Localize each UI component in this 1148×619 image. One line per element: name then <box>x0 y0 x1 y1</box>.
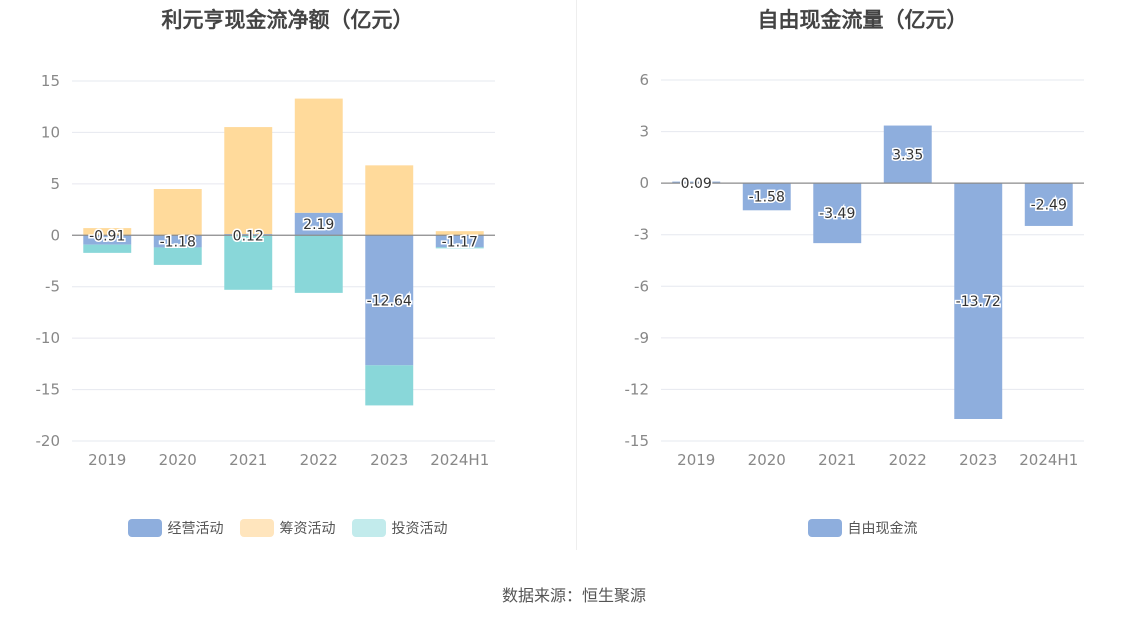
legend-label: 筹资活动 <box>279 521 336 537</box>
y-tick-label: 3 <box>639 123 649 141</box>
legend-label: 经营活动 <box>167 521 224 537</box>
bar-投资活动-2024H1 <box>435 247 484 249</box>
chart-title: 自由现金流量（亿元） <box>757 8 968 32</box>
legend-item[interactable]: 自由现金流 <box>807 518 918 538</box>
legend-swatch <box>239 519 274 537</box>
y-tick-label: -12 <box>625 380 650 398</box>
y-tick-label: 6 <box>639 71 649 89</box>
legend-swatch <box>127 519 162 537</box>
x-tick-label: 2022 <box>889 451 927 469</box>
bar-自由现金流-2021 <box>813 183 862 244</box>
y-tick-label: -15 <box>36 381 61 399</box>
data-source: 数据来源：恒生聚源 <box>501 586 646 605</box>
y-tick-label: -9 <box>634 329 649 347</box>
bar-筹资活动-2020 <box>153 189 202 236</box>
data-label: -2.49 <box>1031 198 1067 214</box>
data-label: -13.72 <box>956 294 1001 310</box>
bar-经营活动-2024H1 <box>435 235 484 248</box>
data-label: 0.09 <box>681 176 712 192</box>
bar-投资活动-2020 <box>153 247 202 265</box>
y-tick-label: 0 <box>50 226 60 244</box>
bar-自由现金流-2024H1 <box>1024 183 1073 226</box>
bar-自由现金流-2023 <box>954 183 1003 419</box>
bar-投资活动-2023 <box>365 365 414 406</box>
x-tick-label: 2021 <box>229 451 267 469</box>
chart-title: 利元亨现金流净额（亿元） <box>161 8 414 32</box>
free-cashflow-chart: 自由现金流量（亿元） 6 3 0 -3 -6 -9 -12 -15 2019 2020 2021 20… <box>577 0 1148 560</box>
bar-经营活动-2019 <box>83 235 132 245</box>
y-tick-label: 5 <box>50 175 60 193</box>
data-label: -0.91 <box>89 228 125 244</box>
bar-自由现金流-2019 <box>672 181 721 184</box>
data-label: -12.64 <box>367 293 412 309</box>
bar-投资活动-2021 <box>224 235 273 290</box>
bar-经营活动-2020 <box>153 235 202 248</box>
data-label: -3.49 <box>819 206 855 222</box>
data-label: 3.35 <box>892 147 923 163</box>
legend-item[interactable]: 投资活动 <box>351 518 448 538</box>
x-tick-label: 2024H1 <box>1019 451 1078 469</box>
y-tick-label: -5 <box>45 278 60 296</box>
x-tick-label: 2019 <box>677 451 715 469</box>
bar-投资活动-2019 <box>83 244 132 253</box>
x-tick-label: 2023 <box>370 451 408 469</box>
y-tick-label: 10 <box>41 123 60 141</box>
bar-经营活动-2022 <box>294 212 343 236</box>
legend: 经营活动 筹资活动 投资活动 <box>0 518 575 538</box>
y-tick-label: -3 <box>634 226 649 244</box>
bar-筹资活动-2024H1 <box>435 231 484 236</box>
data-label: -1.17 <box>442 234 478 250</box>
y-tick-label: -6 <box>634 277 649 295</box>
legend-swatch <box>351 519 386 537</box>
bar-筹资活动-2023 <box>365 165 414 236</box>
y-tick-label: 15 <box>41 72 60 90</box>
y-tick-label: -10 <box>36 329 61 347</box>
legend-label: 投资活动 <box>391 521 448 537</box>
x-tick-label: 2019 <box>88 451 126 469</box>
bar-自由现金流-2022 <box>883 125 932 184</box>
bar-投资活动-2022 <box>294 235 343 293</box>
free-cashflow-plot: 6 3 0 -3 -6 -9 -12 -15 2019 2020 2021 2022 2023 2024H… <box>625 71 1084 469</box>
bar-筹资活动-2019 <box>83 228 132 236</box>
y-tick-label: -20 <box>36 432 61 450</box>
x-tick-label: 2020 <box>748 451 786 469</box>
legend-label: 自由现金流 <box>847 521 918 537</box>
x-tick-label: 2021 <box>818 451 856 469</box>
legend-item[interactable]: 经营活动 <box>127 518 224 538</box>
data-label: -1.18 <box>160 234 196 250</box>
data-label: 2.19 <box>303 217 334 233</box>
net-cashflow-plot: 15 10 5 0 -5 -10 -15 -20 2019 2020 2021 2022 2023 202… <box>36 72 495 469</box>
legend-swatch <box>807 519 842 537</box>
data-label: -1.58 <box>749 190 785 206</box>
x-tick-label: 2024H1 <box>430 451 489 469</box>
legend-item[interactable]: 筹资活动 <box>239 518 336 538</box>
bar-经营活动-2023 <box>365 235 414 366</box>
x-tick-label: 2020 <box>159 451 197 469</box>
y-tick-label: 0 <box>639 174 649 192</box>
legend: 自由现金流 <box>577 518 1148 538</box>
bar-经营活动-2021 <box>224 234 273 236</box>
bar-筹资活动-2022 <box>294 98 343 213</box>
net-cashflow-chart: 利元亨现金流净额（亿元） 15 10 5 0 -5 -10 -15 -20 2019 2020 20… <box>0 0 575 560</box>
y-tick-label: -15 <box>625 432 650 450</box>
panel-divider <box>576 0 577 550</box>
x-tick-label: 2022 <box>300 451 338 469</box>
bar-自由现金流-2020 <box>742 183 791 211</box>
data-label: 0.12 <box>233 228 264 244</box>
x-tick-label: 2023 <box>959 451 997 469</box>
bar-筹资活动-2021 <box>224 127 273 235</box>
